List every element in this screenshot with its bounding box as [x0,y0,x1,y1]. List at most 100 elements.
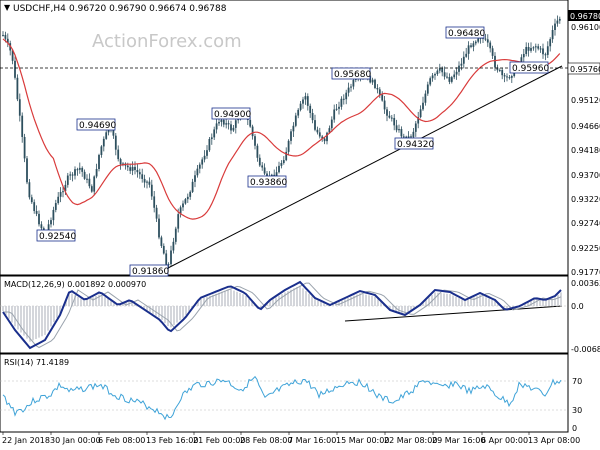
candle-body [138,172,141,175]
rsi-pane[interactable] [0,353,569,433]
rsi-tick: 30 [572,406,582,415]
candle-body [71,174,74,176]
candle-body [489,42,492,49]
candle-body [206,150,208,156]
candle-body [453,74,456,78]
candle-body [146,181,148,183]
candle-body [333,109,336,120]
candle-body [184,199,187,204]
candle-body [182,203,184,208]
time-axis-label: 13 Feb 16:00 [146,436,198,445]
candle-body [222,119,225,125]
candle-body [102,138,105,147]
candle-body [393,117,396,126]
time-axis-label: 15 Mar 00:00 [336,436,389,445]
annotation-label: 0.96480 [445,26,485,39]
macd-signal-line [3,282,562,349]
candle-body [462,56,465,64]
candle-body [112,126,115,136]
macd-main-line [2,280,562,350]
macd-title: MACD(12,26,9) 0.001892 0.000970 [4,280,146,289]
candle-body [285,151,288,161]
candle-body [203,155,206,160]
candle-body [258,157,261,166]
candle-body [395,125,398,131]
candle-body [386,109,388,116]
candle-body [23,136,26,159]
candle-body [251,126,254,137]
candle-body [549,39,552,47]
candle-body [508,77,511,79]
candle-body [136,169,139,173]
candle-body [486,39,489,43]
candle-body [155,207,158,219]
candle-body [95,168,98,177]
candle-body [275,172,278,179]
candle-body [126,165,129,168]
candle-body [551,30,554,40]
candle-body [429,78,432,85]
candle-body [378,89,381,95]
candle-body [546,46,549,55]
rsi-line [2,375,562,421]
rsi-title: RSI(14) 71.4189 [4,358,69,367]
candle-body [114,135,117,150]
candle-body [376,87,379,90]
candle-body [227,123,230,125]
candle-body [278,165,280,173]
macd-trendline[interactable] [344,305,563,322]
candle-body [400,129,403,137]
time-axis-label: 22 Jan 2018 [2,436,50,445]
candle-body [537,46,540,49]
candle-body [422,102,424,110]
candle-body [455,71,458,75]
candle-body [107,129,110,133]
time-axis-label: 7 Mar 16:00 [288,436,336,445]
candle-body [201,159,204,165]
candle-body [76,169,79,171]
candle-body [160,237,163,246]
svg-text:0.93860: 0.93860 [250,178,287,188]
candle-body [383,100,386,110]
candle-body [11,50,14,61]
candle-body [321,136,324,139]
candle-body [86,178,88,180]
annotation-label: 0.92540 [36,229,76,242]
candle-body [196,168,199,176]
candle-body [314,120,316,130]
chart-symbol-label: USDCHF,H4 [13,4,66,14]
price-trendline[interactable] [167,65,563,269]
candle-body [143,178,146,183]
chart-ohlc-values: 0.96720 0.96790 0.96674 0.96788 [69,4,227,14]
svg-text:0.95960: 0.95960 [512,64,549,74]
time-axis[interactable]: 22 Jan 2018 30 Jan 00:006 Feb 08:00 13 Feb… [2,432,580,445]
time-axis-label: 6 Feb 08:00 [98,436,145,445]
candle-body [527,46,530,51]
candle-body [18,99,21,116]
candle-body [491,48,494,56]
candle-body [220,119,223,122]
svg-text:0.94320: 0.94320 [397,140,434,150]
candle-body [35,211,38,214]
svg-text:0.92540: 0.92540 [39,232,76,242]
candle-body [158,218,160,238]
level-price-tag [567,62,600,75]
candle-body [26,158,28,183]
moving-average-line [2,38,561,220]
candle-body [88,178,91,187]
candle-body [57,196,60,204]
candle-body [64,184,67,192]
candle-body [122,163,124,165]
candle-body [299,103,302,110]
macd-pane[interactable] [0,275,569,354]
candle-body [148,181,151,185]
candle-body [167,264,170,266]
candle-body [460,63,463,66]
svg-text:0.96480: 0.96480 [448,29,485,39]
